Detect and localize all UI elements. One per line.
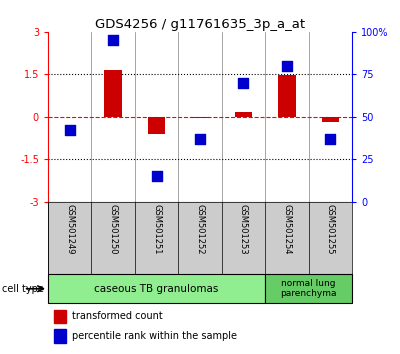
Bar <box>191 117 209 118</box>
Text: normal lung
parenchyma: normal lung parenchyma <box>280 279 337 298</box>
Text: GSM501254: GSM501254 <box>282 204 291 254</box>
Bar <box>322 117 339 122</box>
Bar <box>235 113 252 117</box>
Text: cell type: cell type <box>2 284 44 294</box>
Bar <box>54 310 66 323</box>
Text: GSM501255: GSM501255 <box>326 204 335 254</box>
Point <box>240 80 247 86</box>
Text: GSM501253: GSM501253 <box>239 204 248 254</box>
Bar <box>104 70 122 117</box>
Bar <box>265 274 352 303</box>
Point <box>110 38 116 43</box>
Point <box>153 173 160 179</box>
Text: GSM501251: GSM501251 <box>152 204 161 254</box>
Text: GSM501250: GSM501250 <box>109 204 118 254</box>
Bar <box>54 330 66 343</box>
Bar <box>278 75 296 117</box>
Point <box>327 136 334 142</box>
Title: GDS4256 / g11761635_3p_a_at: GDS4256 / g11761635_3p_a_at <box>95 18 305 31</box>
Point <box>66 127 73 133</box>
Text: percentile rank within the sample: percentile rank within the sample <box>72 331 237 341</box>
Point <box>284 63 290 69</box>
Text: GSM501252: GSM501252 <box>196 204 204 254</box>
Point <box>197 136 203 142</box>
Text: transformed count: transformed count <box>72 312 163 321</box>
Text: GSM501249: GSM501249 <box>65 204 74 254</box>
Bar <box>148 117 165 134</box>
Bar <box>48 274 265 303</box>
Text: caseous TB granulomas: caseous TB granulomas <box>94 284 219 294</box>
